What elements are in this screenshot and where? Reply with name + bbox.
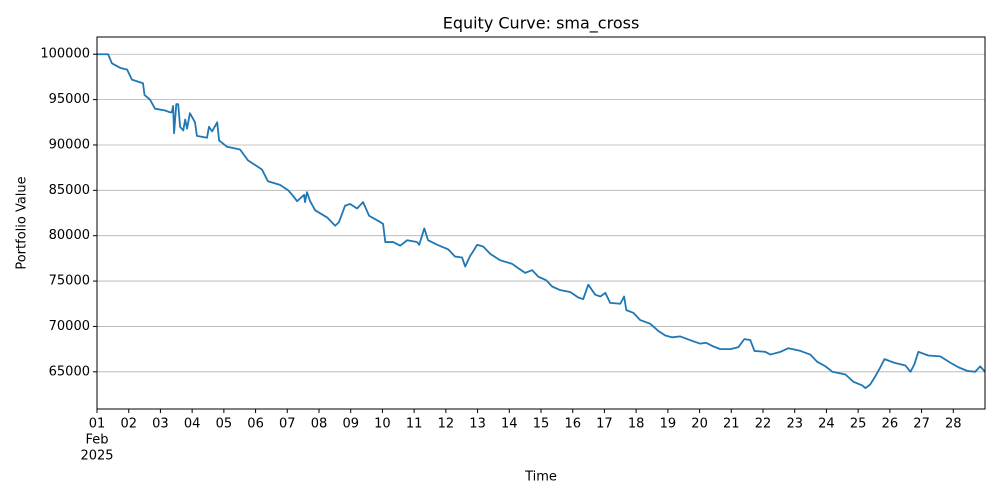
x-offset-label: 2025 [80,449,113,464]
plot-frame [96,36,986,410]
y-tick-label: 80000 [49,228,90,243]
chart-title: Equity Curve: sma_cross [443,14,640,34]
y-tick-label: 70000 [49,319,90,334]
x-tick-label: 10 [374,417,391,432]
y-axis-label: Portfolio Value [15,176,30,269]
x-tick-label: 24 [818,417,835,432]
x-tick-label: 26 [882,417,899,432]
x-tick-label: 11 [406,417,423,432]
y-tick-label: 95000 [49,92,90,107]
x-tick-label: 20 [691,417,708,432]
x-tick-label: 09 [342,417,359,432]
x-axis-label: Time [524,470,557,485]
x-tick-label: 01 [89,417,106,432]
x-tick-label: 19 [660,417,677,432]
x-tick-label: 27 [913,417,930,432]
x-tick-label: 14 [501,417,518,432]
x-tick-label: 06 [247,417,264,432]
x-tick-label: 21 [723,417,740,432]
x-tick-label: 17 [596,417,613,432]
y-tick-label: 75000 [49,274,90,289]
series-line [97,53,986,390]
x-tick-label: 15 [533,417,550,432]
x-tick-label: 04 [184,417,201,432]
x-tick-label: 02 [120,417,137,432]
x-tick-label: 13 [469,417,486,432]
x-tick-label: 25 [850,417,867,432]
y-tick-label: 90000 [49,137,90,152]
x-tick-label: 05 [216,417,233,432]
x-offset-label: Feb [85,433,108,448]
x-tick-label: 12 [438,417,455,432]
y-tick-label: 85000 [49,183,90,198]
x-tick-label: 28 [945,417,962,432]
x-tick-label: 18 [628,417,645,432]
x-tick-label: 08 [311,417,328,432]
x-tick-label: 22 [755,417,772,432]
x-tick-label: 03 [152,417,169,432]
y-tick-label: 100000 [40,47,90,62]
x-tick-label: 16 [564,417,581,432]
y-tick-label: 65000 [49,364,90,379]
x-tick-label: 23 [786,417,803,432]
x-tick-label: 07 [279,417,296,432]
